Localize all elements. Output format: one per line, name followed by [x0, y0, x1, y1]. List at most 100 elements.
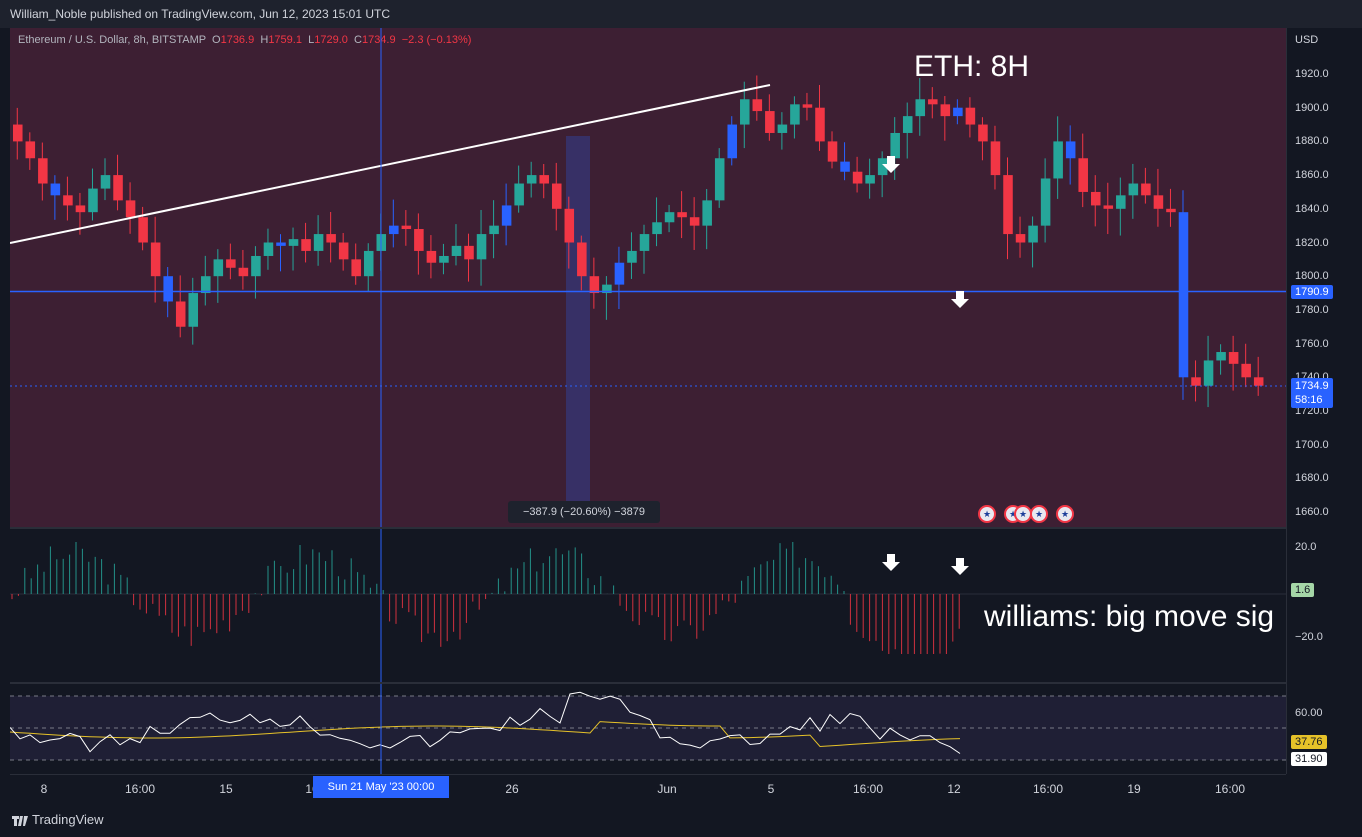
candle-body	[990, 141, 1001, 176]
candle-body	[1116, 195, 1126, 209]
osc-value-badge: 1.6	[1291, 583, 1315, 597]
candle-body	[877, 158, 888, 176]
rsi-ma-line	[10, 721, 961, 748]
brand-name: TradingView	[32, 812, 104, 827]
candle-body	[13, 124, 23, 142]
time-label: 19	[1127, 782, 1141, 796]
time-label: 15	[219, 782, 233, 796]
candle-body	[1253, 377, 1264, 386]
candle-body	[1040, 178, 1051, 226]
trend-line	[10, 84, 771, 244]
rsi-lines	[10, 691, 1286, 761]
chart-title-annotation[interactable]: ETH: 8H	[914, 50, 1030, 83]
candle-body	[88, 188, 98, 213]
chart-area[interactable]: Ethereum / U.S. Dollar, 8h, BITSTAMP O17…	[10, 28, 1353, 774]
last-price: 1734.9	[1295, 380, 1329, 392]
measure-tool-label[interactable]: −387.9 (−20.60%) −3879	[508, 501, 660, 523]
tradingview-logo-icon	[12, 815, 28, 826]
candle-body	[740, 99, 750, 125]
candle-body	[63, 195, 73, 206]
oscillator-histogram	[10, 542, 1286, 654]
candle-body	[664, 212, 675, 223]
footer: TradingView	[0, 802, 1362, 837]
candle-body	[451, 245, 462, 256]
candle-body	[1228, 352, 1239, 364]
candle-body	[564, 208, 575, 243]
candle-body	[426, 250, 437, 263]
candle-body	[940, 104, 951, 117]
rsi-line	[10, 691, 961, 754]
candle-body	[113, 175, 123, 201]
candle-body	[1065, 141, 1076, 159]
symbol-legend: Ethereum / U.S. Dollar, 8h, BITSTAMP O17…	[18, 34, 472, 46]
candle-body	[351, 259, 361, 277]
candle-body	[602, 284, 612, 294]
time-label: 12	[947, 782, 961, 796]
candle-body	[125, 200, 136, 218]
candle-body	[928, 99, 938, 105]
candle-body	[476, 234, 487, 260]
rsi-pane[interactable]	[10, 684, 1286, 774]
us-flag-icon[interactable]: ★	[1030, 505, 1048, 523]
candle-body	[326, 234, 336, 243]
williams-oscillator-pane[interactable]: williams: big move sig	[10, 530, 1286, 682]
time-label: Jun	[657, 782, 677, 796]
rsi-band	[10, 696, 1286, 760]
price-tick: 1820.0	[1295, 236, 1329, 249]
candle-countdown: 58:16	[1295, 394, 1323, 406]
candle-body	[953, 107, 963, 117]
candle-body	[689, 217, 700, 226]
currency-label: USD	[1295, 34, 1319, 46]
candle-body	[702, 200, 712, 226]
candle-body	[577, 242, 587, 277]
candle-body	[1078, 158, 1088, 192]
tradingview-brand[interactable]: TradingView	[12, 812, 104, 827]
candle-body	[677, 212, 687, 218]
candle-body	[639, 234, 650, 251]
horizontal-line-price-badge: 1790.9	[1291, 285, 1333, 299]
candle-body	[978, 124, 988, 142]
candle-body	[288, 239, 299, 246]
candlestick-chart[interactable]	[10, 28, 1286, 528]
candle-body	[38, 158, 48, 184]
down-arrow-icon	[882, 156, 900, 173]
candle-body	[915, 99, 926, 117]
candle-body	[752, 99, 763, 112]
candle-body	[338, 242, 349, 260]
time-label: 16:00	[1214, 782, 1246, 796]
time-axis[interactable]: 8 16:00 15 16 26 Jun 5 16:00 12 16:00 19…	[10, 774, 1286, 803]
price-tick: 1720.0	[1295, 405, 1329, 417]
price-pane[interactable]: Ethereum / U.S. Dollar, 8h, BITSTAMP O17…	[10, 28, 1286, 528]
candle-body	[1141, 183, 1151, 196]
candle-body	[1103, 205, 1114, 209]
candle-body	[501, 205, 512, 226]
candle-body	[890, 132, 900, 159]
candle-body	[100, 175, 111, 189]
candle-body	[188, 293, 199, 327]
candle-body	[489, 225, 499, 235]
candle-body	[852, 171, 863, 184]
candle-body	[1128, 183, 1139, 196]
price-axis[interactable]: USD 1920.0 1900.0 1880.0 1860.0 1840.0 1820.0…	[1286, 28, 1353, 774]
publisher-text: William_Noble published on TradingView.c…	[10, 7, 390, 21]
candle-body	[1178, 212, 1189, 378]
candle-body	[389, 225, 399, 235]
open-value: 1736.9	[220, 34, 255, 46]
candle-body	[902, 116, 913, 133]
time-label: 16:00	[852, 782, 884, 796]
candle-body	[526, 175, 537, 184]
price-tick: 1780.0	[1295, 303, 1329, 316]
time-label: 5	[767, 782, 775, 796]
time-label: 16:00	[1032, 782, 1064, 796]
time-label: 16:00	[124, 782, 156, 796]
price-tick: 1920.0	[1295, 68, 1329, 80]
williams-annotation[interactable]: williams: big move sig	[984, 600, 1275, 633]
price-tick: 1680.0	[1295, 472, 1329, 485]
candle-body	[213, 259, 224, 277]
us-flag-icon[interactable]: ★	[978, 505, 996, 523]
candle-body	[790, 104, 800, 125]
candle-body	[1166, 208, 1176, 213]
symbol-name: Ethereum / U.S. Dollar, 8h, BITSTAMP	[18, 34, 206, 46]
down-arrow-icon	[951, 291, 969, 308]
us-flag-icon[interactable]: ★	[1056, 505, 1074, 523]
